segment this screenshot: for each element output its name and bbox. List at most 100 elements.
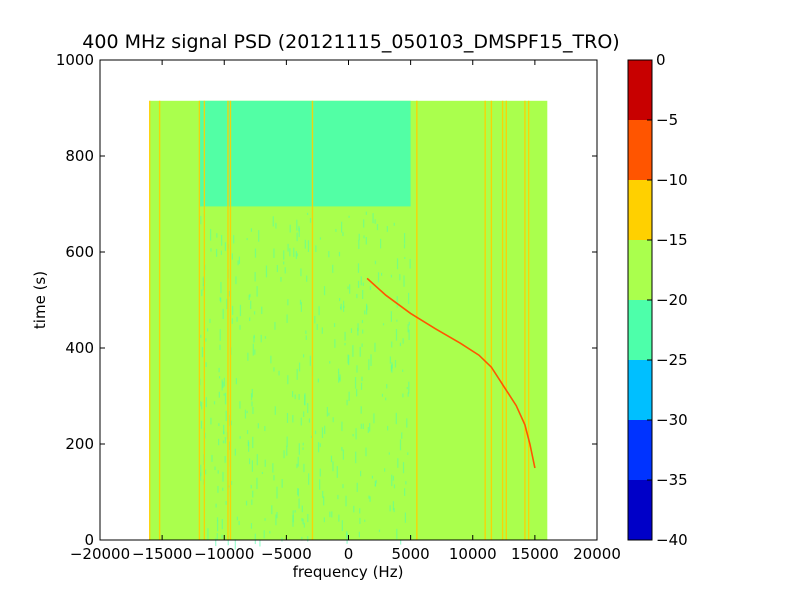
heatmap-noise-speck bbox=[385, 397, 387, 401]
heatmap-noise-speck bbox=[389, 356, 391, 364]
heatmap-noise-speck bbox=[308, 418, 311, 423]
heatmap-noise-speck bbox=[384, 468, 386, 472]
heatmap-noise-speck bbox=[332, 417, 334, 423]
heatmap-noise-speck bbox=[332, 264, 334, 273]
heatmap-noise-speck bbox=[357, 263, 360, 273]
heatmap-noise-speck bbox=[365, 237, 367, 245]
heatmap-noise-speck bbox=[342, 232, 344, 237]
y-tick-label: 600 bbox=[65, 243, 94, 261]
heatmap-noise-speck bbox=[393, 484, 396, 489]
heatmap-noise-speck bbox=[238, 521, 240, 526]
heatmap-noise-speck bbox=[205, 397, 207, 408]
heatmap-noise-speck bbox=[211, 454, 213, 462]
heatmap-noise-speck bbox=[253, 336, 255, 343]
heatmap-noise-speck bbox=[386, 384, 388, 389]
heatmap-noise-speck bbox=[355, 451, 357, 464]
heatmap-noise-speck bbox=[386, 226, 388, 232]
heatmap-noise-speck bbox=[259, 539, 261, 547]
heatmap-noise-speck bbox=[270, 355, 272, 364]
heatmap-noise-speck bbox=[365, 447, 367, 457]
heatmap-noise-speck bbox=[402, 462, 405, 474]
heatmap-noise-speck bbox=[369, 423, 371, 432]
heatmap-noise-speck bbox=[246, 410, 248, 414]
heatmap-noise-speck bbox=[256, 286, 258, 297]
colorbar-band bbox=[628, 420, 652, 480]
heatmap-noise-speck bbox=[372, 213, 374, 224]
heatmap-noise-speck bbox=[391, 341, 393, 348]
heatmap-noise-speck bbox=[286, 412, 289, 423]
heatmap-noise-speck bbox=[318, 306, 320, 316]
heatmap-noise-speck bbox=[382, 323, 385, 326]
heatmap-noise-speck bbox=[342, 300, 345, 312]
heatmap-noise-speck bbox=[229, 441, 231, 451]
heatmap-noise-speck bbox=[221, 519, 223, 530]
heatmap-noise-speck bbox=[223, 377, 225, 387]
heatmap-noise-speck bbox=[275, 514, 277, 526]
heatmap-noise-speck bbox=[303, 522, 305, 528]
heatmap-noise-speck bbox=[239, 304, 242, 317]
heatmap-noise-speck bbox=[346, 532, 348, 544]
heatmap-noise-speck bbox=[275, 222, 277, 229]
heatmap-noise-speck bbox=[338, 251, 341, 257]
heatmap-noise-speck bbox=[298, 227, 300, 238]
heatmap-noise-speck bbox=[202, 284, 204, 291]
heatmap-noise-speck bbox=[341, 221, 343, 233]
heatmap-noise-speck bbox=[222, 487, 224, 491]
heatmap-noise-speck bbox=[214, 466, 216, 471]
heatmap-noise-speck bbox=[236, 516, 238, 521]
heatmap-noise-speck bbox=[342, 484, 344, 489]
colorbar-band bbox=[628, 180, 652, 240]
heatmap-noise-speck bbox=[376, 224, 379, 231]
heatmap-noise-speck bbox=[213, 401, 216, 405]
heatmap-noise-speck bbox=[373, 413, 375, 424]
heatmap-noise-speck bbox=[396, 528, 398, 540]
heatmap-noise-speck bbox=[381, 272, 383, 276]
signal-lines-layer bbox=[148, 100, 536, 540]
heatmap-noise-speck bbox=[248, 294, 250, 300]
heatmap-noise-speck bbox=[209, 318, 211, 323]
heatmap-noise-speck bbox=[341, 446, 343, 451]
heatmap-noise-speck bbox=[209, 228, 212, 241]
heatmap-noise-speck bbox=[408, 329, 410, 340]
heatmap-noise-speck bbox=[250, 228, 253, 232]
heatmap-noise-speck bbox=[297, 456, 299, 467]
heatmap-noise-speck bbox=[362, 282, 364, 286]
heatmap-noise-speck bbox=[407, 392, 409, 397]
heatmap-noise-speck bbox=[254, 248, 257, 258]
heatmap-noise-speck bbox=[230, 480, 233, 485]
heatmap-noise-speck bbox=[317, 378, 319, 383]
heatmap-noise-speck bbox=[225, 410, 227, 422]
heatmap-noise-speck bbox=[308, 473, 310, 485]
heatmap-noise-speck bbox=[221, 379, 223, 391]
heatmap-noise-speck bbox=[201, 347, 204, 358]
heatmap-noise-speck bbox=[234, 539, 236, 550]
colorbar-tick-label: −5 bbox=[656, 111, 678, 129]
heatmap-noise-speck bbox=[403, 233, 406, 244]
heatmap-noise-speck bbox=[347, 354, 349, 364]
heatmap-noise-speck bbox=[264, 459, 266, 467]
heatmap-noise-speck bbox=[287, 299, 289, 306]
heatmap-noise-speck bbox=[309, 355, 311, 366]
heatmap-noise-speck bbox=[222, 440, 225, 444]
heatmap-noise-speck bbox=[264, 426, 266, 432]
heatmap-noise-speck bbox=[224, 437, 226, 444]
heatmap-noise-speck bbox=[235, 378, 237, 385]
heatmap-noise-speck bbox=[236, 316, 238, 322]
heatmap-noise-speck bbox=[302, 447, 304, 450]
heatmap-noise-speck bbox=[252, 436, 254, 449]
heatmap-noise-speck bbox=[403, 244, 406, 249]
x-tick-label: 5000 bbox=[392, 545, 430, 563]
heatmap-noise-speck bbox=[256, 477, 258, 490]
heatmap-noise-speck bbox=[326, 406, 328, 417]
heatmap-noise-speck bbox=[283, 450, 285, 459]
heatmap-noise-speck bbox=[301, 517, 303, 522]
heatmap-noise-speck bbox=[306, 275, 308, 282]
heatmap-noise-speck bbox=[207, 528, 209, 541]
heatmap-noise-speck bbox=[301, 505, 303, 513]
colorbar-tick-label: −20 bbox=[656, 291, 688, 309]
heatmap-noise-speck bbox=[337, 494, 339, 500]
heatmap-layer bbox=[149, 100, 548, 550]
heatmap-noise-speck bbox=[216, 517, 219, 522]
heatmap-noise-speck bbox=[391, 362, 393, 373]
heatmap-noise-speck bbox=[304, 239, 306, 249]
